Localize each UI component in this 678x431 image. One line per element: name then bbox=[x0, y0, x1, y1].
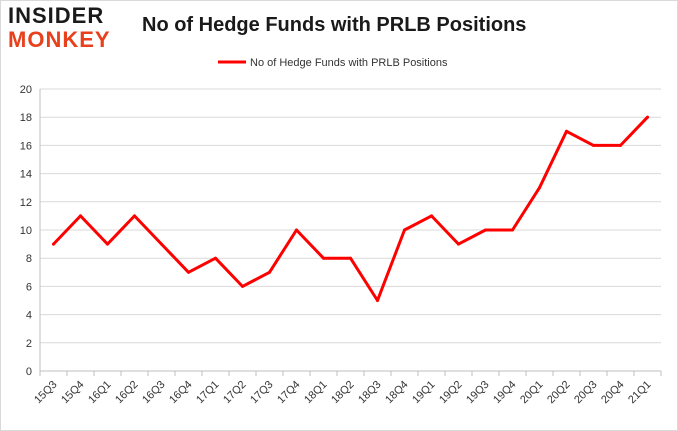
logo-text-monkey: MONKEY bbox=[8, 27, 111, 52]
data-point bbox=[592, 143, 595, 147]
x-tick-label: 20Q2 bbox=[545, 379, 573, 407]
x-tick-label: 17Q4 bbox=[275, 379, 303, 407]
x-tick-label: 17Q1 bbox=[194, 379, 222, 407]
x-tick-label: 15Q4 bbox=[59, 379, 87, 407]
data-point bbox=[79, 214, 82, 218]
x-tick-label: 18Q3 bbox=[356, 379, 384, 407]
data-point bbox=[52, 242, 55, 246]
data-point bbox=[457, 242, 460, 246]
x-tick-label: 21Q1 bbox=[626, 379, 654, 407]
x-tick-label: 17Q3 bbox=[248, 379, 276, 407]
data-point bbox=[565, 129, 568, 133]
x-tick-label: 19Q1 bbox=[410, 379, 438, 407]
y-tick-label: 14 bbox=[20, 169, 32, 181]
x-tick-label: 16Q1 bbox=[86, 379, 114, 407]
data-point bbox=[349, 256, 352, 260]
x-tick-label: 18Q1 bbox=[302, 379, 330, 407]
data-point bbox=[268, 270, 271, 274]
data-point bbox=[376, 299, 379, 302]
data-point bbox=[322, 256, 325, 260]
data-point bbox=[295, 228, 298, 232]
x-tick-label: 19Q3 bbox=[464, 379, 492, 407]
x-tick-label: 20Q3 bbox=[572, 379, 600, 407]
x-tick-label: 20Q1 bbox=[518, 379, 546, 407]
series-line bbox=[52, 115, 649, 302]
data-point bbox=[538, 186, 541, 190]
y-tick-label: 6 bbox=[26, 281, 32, 293]
data-point bbox=[646, 115, 649, 119]
x-tick-label: 19Q4 bbox=[491, 379, 519, 407]
data-point bbox=[511, 228, 514, 232]
x-tick-label: 16Q3 bbox=[140, 379, 168, 407]
x-tick-label: 18Q2 bbox=[329, 379, 357, 407]
x-tick-label: 19Q2 bbox=[437, 379, 465, 407]
x-tick-label: 18Q4 bbox=[383, 379, 411, 407]
x-tick-label: 20Q4 bbox=[599, 379, 627, 407]
legend-label: No of Hedge Funds with PRLB Positions bbox=[250, 57, 448, 69]
x-tick-label: 15Q3 bbox=[32, 379, 60, 407]
data-point bbox=[619, 143, 622, 147]
y-tick-label: 8 bbox=[26, 253, 32, 265]
data-point bbox=[133, 214, 136, 218]
data-point bbox=[187, 270, 190, 274]
x-tick-label: 16Q2 bbox=[113, 379, 141, 407]
data-point bbox=[430, 214, 433, 218]
x-tick-label: 16Q4 bbox=[167, 379, 195, 407]
chart-title: No of Hedge Funds with PRLB Positions bbox=[142, 14, 527, 36]
insider-monkey-logo: INSIDER MONKEY bbox=[8, 4, 126, 56]
y-tick-label: 20 bbox=[20, 84, 32, 96]
x-tick-label: 17Q2 bbox=[221, 379, 249, 407]
data-point bbox=[241, 284, 244, 288]
data-point bbox=[106, 242, 109, 246]
y-tick-label: 4 bbox=[26, 310, 32, 322]
y-tick-label: 16 bbox=[20, 140, 32, 152]
logo-text-insider: INSIDER bbox=[8, 3, 105, 28]
data-point bbox=[403, 228, 406, 232]
data-point bbox=[484, 228, 487, 232]
y-tick-label: 18 bbox=[20, 112, 32, 124]
data-point bbox=[160, 242, 163, 246]
y-tick-label: 12 bbox=[20, 197, 32, 209]
y-tick-label: 10 bbox=[20, 225, 32, 237]
y-tick-label: 0 bbox=[26, 366, 32, 378]
y-tick-label: 2 bbox=[26, 338, 32, 350]
data-point bbox=[214, 256, 217, 260]
